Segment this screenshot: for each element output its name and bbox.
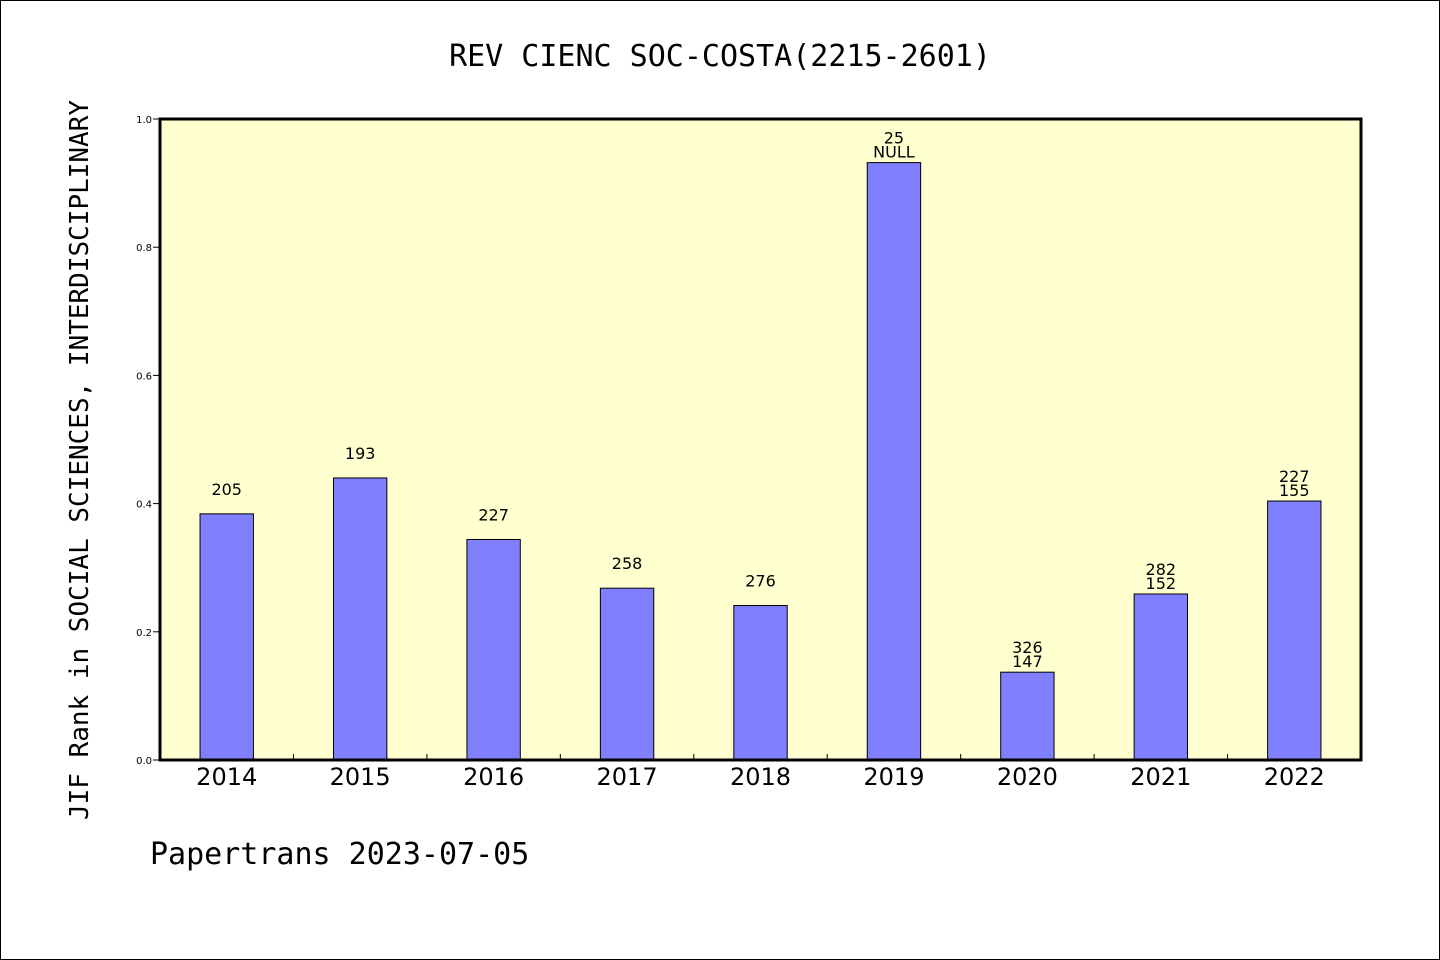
data-label: 276 bbox=[745, 572, 776, 591]
data-label: 227 bbox=[1279, 467, 1310, 486]
x-tick-label: 2018 bbox=[730, 763, 791, 791]
bar bbox=[599, 587, 655, 761]
y-tick-label: 1.0 bbox=[136, 115, 152, 126]
data-label: 326 bbox=[1012, 638, 1043, 657]
y-tick-label: 0.2 bbox=[136, 628, 152, 639]
bar bbox=[866, 162, 922, 761]
x-tick-label: 2022 bbox=[1264, 763, 1325, 791]
bar bbox=[1133, 593, 1189, 761]
x-tick-label: 2017 bbox=[597, 763, 658, 791]
y-axis-label: JIF Rank in SOCIAL SCIENCES, INTERDISCIP… bbox=[65, 100, 95, 820]
y-tick-label: 0.0 bbox=[136, 756, 152, 767]
data-label: 155 bbox=[1279, 481, 1310, 500]
data-label: NULL bbox=[873, 143, 915, 162]
bar bbox=[332, 477, 388, 761]
data-label: 227 bbox=[478, 505, 509, 524]
chart-title: REV CIENC SOC-COSTA(2215-2601) bbox=[449, 39, 991, 74]
data-label: 25 bbox=[884, 129, 904, 148]
bar bbox=[466, 538, 521, 761]
data-label: 147 bbox=[1012, 652, 1043, 671]
data-label: 152 bbox=[1146, 574, 1177, 593]
x-tick-label: 2015 bbox=[330, 763, 391, 791]
x-tick-label: 2016 bbox=[463, 763, 524, 791]
x-tick-label: 2020 bbox=[997, 763, 1058, 791]
footer-text: Papertrans 2023-07-05 bbox=[150, 837, 529, 872]
x-tick-label: 2021 bbox=[1130, 763, 1191, 791]
x-tick-label: 2019 bbox=[863, 763, 924, 791]
x-tick-label: 2014 bbox=[196, 763, 257, 791]
y-tick-label: 0.8 bbox=[136, 243, 152, 254]
data-label: 205 bbox=[211, 480, 242, 499]
data-label: 282 bbox=[1146, 560, 1177, 579]
bar bbox=[733, 605, 788, 761]
bar bbox=[1267, 500, 1322, 761]
plot-border bbox=[158, 117, 1363, 762]
data-label: 193 bbox=[345, 444, 376, 463]
y-tick-label: 0.6 bbox=[136, 371, 152, 382]
bar bbox=[1000, 671, 1055, 761]
data-label: 258 bbox=[612, 554, 643, 573]
chart-marks: 0.0 0.2 0.4 0.6 0.8 1.0 2014 205 2015 193 2016 227 2… bbox=[136, 115, 1325, 791]
bar bbox=[199, 513, 254, 761]
y-tick-label: 0.4 bbox=[136, 500, 152, 511]
